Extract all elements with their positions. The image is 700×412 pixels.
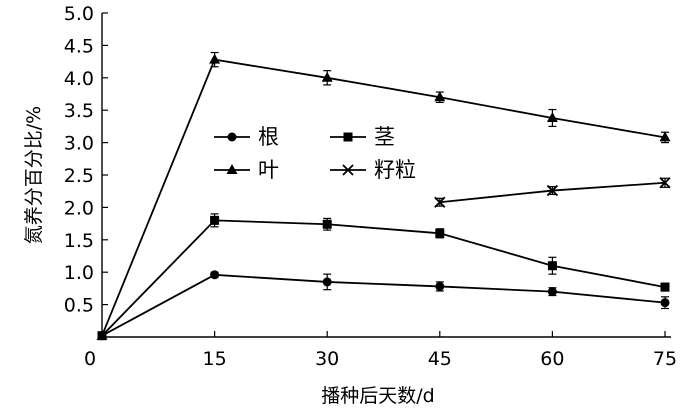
y-tick-label: 1.0 [64,262,94,284]
data-point-triangle [226,164,238,174]
data-point-circle [547,287,557,297]
data-point-square [660,282,670,292]
y-tick-label: 3.5 [64,100,94,122]
data-point-triangle [546,111,558,122]
data-point-x-stroke [546,184,559,197]
data-point-x-stroke [659,177,671,189]
legend: 根 茎叶 籽粒 [214,125,416,182]
y-tick-label: 4.5 [64,35,94,57]
legend-item-triangle: 叶 [214,158,279,182]
series-circle [97,270,670,341]
y-tick-label: 3.0 [64,133,94,155]
data-point-triangle [434,91,446,102]
data-point-triangle [321,71,333,82]
data-point-square [547,261,557,271]
x-tick-label: 0 [84,348,96,370]
x-tick-label: 75 [653,348,677,370]
data-point-triangle [659,131,671,142]
series-x [434,177,671,208]
data-point-circle [660,298,670,308]
legend-item-square: 茎 [330,125,395,149]
y-tick-label: 5.0 [64,3,94,25]
legend-label: 茎 [374,125,395,149]
series-group [96,51,671,341]
data-point-triangle [96,329,108,340]
ticks: 0.5 1.0 1.5 2.0 2.5 3.0 3.5 4.0 4.5 5.0 0 15 30 45 60 7… [64,3,677,370]
x-tick-label: 30 [315,348,339,370]
data-point-x [546,184,559,197]
y-tick-label: 2.5 [64,165,94,187]
legend-item-x: 籽粒 [330,158,416,182]
legend-label: 籽粒 [374,158,416,182]
y-tick-label: 1.5 [64,230,94,252]
series-triangle [96,51,671,340]
data-point-circle [322,277,332,287]
legend-label: 叶 [258,158,279,182]
series-line [101,273,666,337]
data-point-square [435,228,445,238]
data-point-x [434,196,446,208]
data-point-circle [227,132,237,142]
legend-label: 根 [258,125,279,149]
y-tick-label: 0.5 [64,295,94,317]
x-axis-title: 播种后天数/d [321,385,434,407]
data-point-circle [435,281,445,291]
data-point-triangle [209,53,221,64]
x-tick-label: 45 [428,348,452,370]
data-point-circle [210,270,220,280]
series-line [101,219,666,337]
legend-item-circle: 根 [214,125,279,149]
x-tick-label: 60 [540,348,564,370]
data-point-x-stroke [342,164,354,176]
y-axis-title: 氮养分百分比/% [23,106,45,244]
data-point-x [342,164,354,176]
data-point-x [659,177,671,189]
x-tick-label: 15 [203,348,227,370]
y-tick-label: 4.0 [64,68,94,90]
series-square [97,213,670,341]
data-point-square [322,219,332,229]
y-tick-label: 2.0 [64,197,94,219]
series-line [101,58,666,337]
data-point-square [210,215,220,225]
data-point-square [343,132,353,142]
data-point-x-stroke [434,196,446,208]
